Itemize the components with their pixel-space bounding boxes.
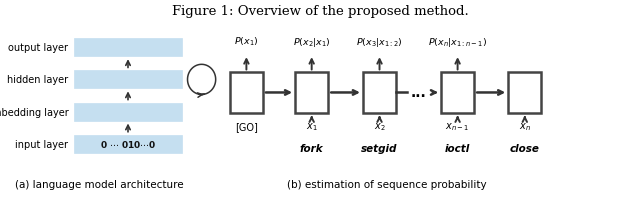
Text: ioctl: ioctl [445,143,470,153]
Text: $P(x_n|x_{1:n-1})$: $P(x_n|x_{1:n-1})$ [428,36,487,48]
Bar [363,73,396,113]
Text: setgid: setgid [362,143,397,153]
Text: close: close [510,143,540,153]
Text: hidden layer: hidden layer [7,75,68,85]
Bar [295,73,328,113]
Text: output layer: output layer [8,43,68,53]
Bar [74,135,182,153]
Bar [74,103,182,121]
Text: $\mathbf{0}\ \cdots\ \mathbf{010}\cdots\mathbf{0}$: $\mathbf{0}\ \cdots\ \mathbf{010}\cdots\… [100,139,156,149]
Text: [GO]: [GO] [235,121,258,131]
Text: fork: fork [300,143,323,153]
Text: $x_n$: $x_n$ [519,120,531,132]
Text: $x_{n-1}$: $x_{n-1}$ [445,120,470,132]
Bar [441,73,474,113]
Text: Figure 1: Overview of the proposed method.: Figure 1: Overview of the proposed metho… [172,5,468,18]
Bar [230,73,263,113]
Bar [74,39,182,57]
Text: input layer: input layer [15,139,68,149]
Text: $P(x_2|x_1)$: $P(x_2|x_1)$ [293,36,330,48]
Text: $x_2$: $x_2$ [374,120,385,132]
Text: $P(x_1)$: $P(x_1)$ [234,36,259,48]
Text: $P(x_3|x_{1:2})$: $P(x_3|x_{1:2})$ [356,36,403,48]
Bar [508,73,541,113]
Bar [74,71,182,89]
Text: embedding layer: embedding layer [0,107,68,117]
Text: (b) estimation of sequence probability: (b) estimation of sequence probability [287,179,487,189]
Text: ...: ... [411,86,426,100]
Text: $x_1$: $x_1$ [306,120,317,132]
Text: (a) language model architecture: (a) language model architecture [15,179,184,189]
